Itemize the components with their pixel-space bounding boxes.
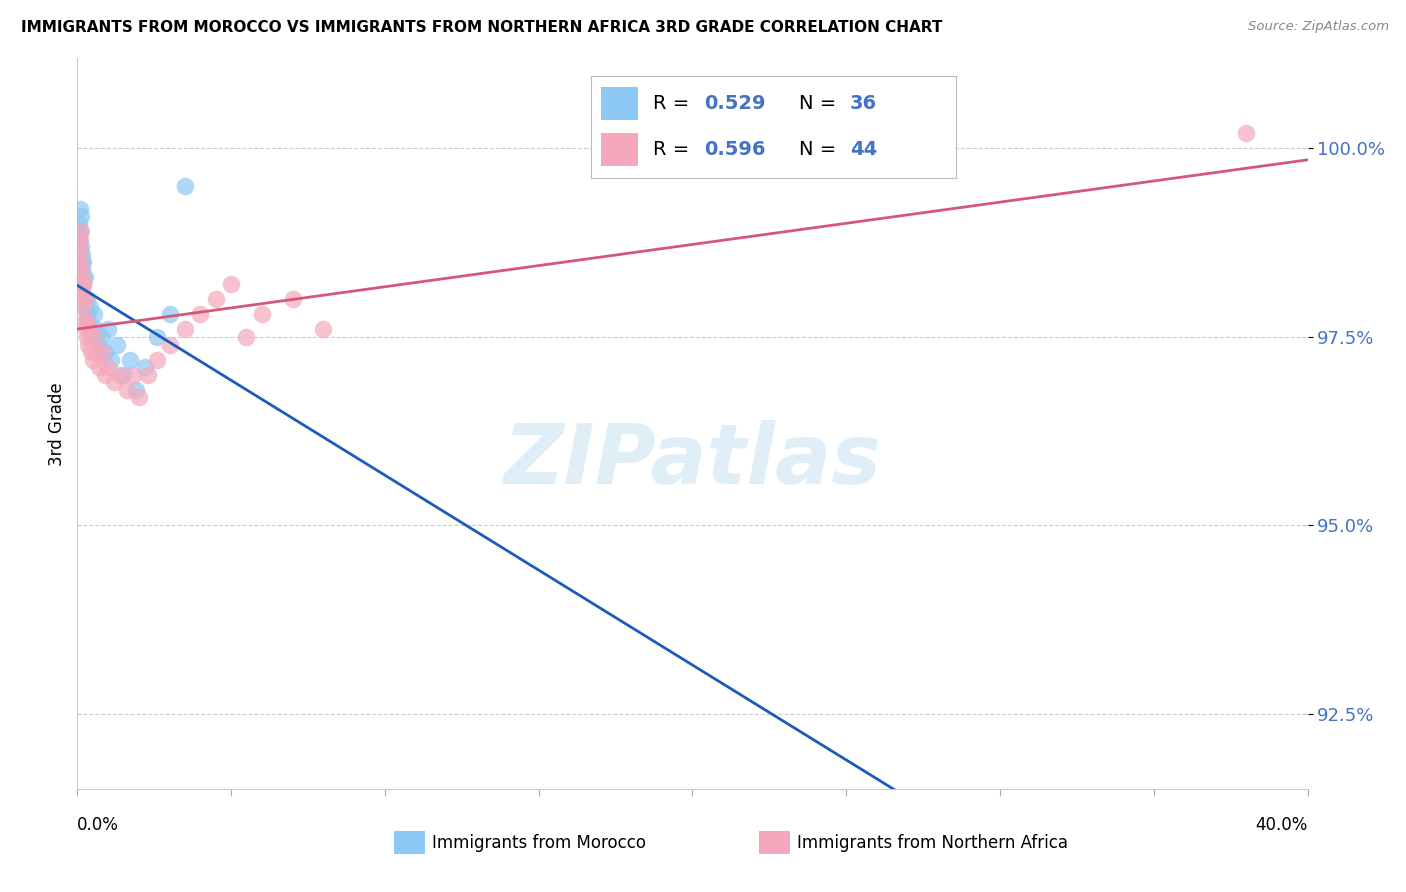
Point	[90, 330, 114, 344]
Point	[77, 337, 100, 351]
Point	[70, 277, 93, 292]
Point	[72, 300, 94, 314]
Point	[70, 247, 93, 261]
FancyBboxPatch shape	[602, 87, 638, 120]
Point	[100, 352, 122, 367]
Point	[70, 210, 93, 224]
Text: Immigrants from Morocco: Immigrants from Morocco	[432, 834, 645, 852]
Point	[112, 368, 135, 382]
Point	[159, 307, 181, 321]
Y-axis label: 3rd Grade: 3rd Grade	[48, 382, 66, 466]
Point	[76, 307, 98, 321]
Point	[80, 322, 103, 336]
Point	[80, 345, 103, 359]
Point	[94, 345, 117, 359]
Point	[67, 217, 90, 231]
Text: ZIPatlas: ZIPatlas	[503, 420, 882, 500]
Point	[70, 285, 93, 299]
Point	[70, 254, 93, 268]
Point	[174, 322, 197, 336]
Point	[134, 360, 156, 375]
Point	[79, 322, 101, 336]
Point	[69, 254, 91, 268]
Text: Immigrants from Northern Africa: Immigrants from Northern Africa	[797, 834, 1069, 852]
Point	[110, 368, 132, 382]
Point	[115, 383, 138, 397]
Point	[84, 345, 107, 359]
Point	[146, 330, 169, 344]
Text: 0.0%: 0.0%	[77, 816, 120, 834]
Point	[204, 293, 226, 307]
Point	[87, 360, 110, 375]
Point	[70, 239, 93, 253]
Point	[235, 330, 257, 344]
Point	[79, 300, 101, 314]
Text: IMMIGRANTS FROM MOROCCO VS IMMIGRANTS FROM NORTHERN AFRICA 3RD GRADE CORRELATION: IMMIGRANTS FROM MOROCCO VS IMMIGRANTS FR…	[21, 20, 942, 35]
Point	[73, 269, 96, 284]
Point	[73, 293, 96, 307]
Point	[121, 368, 143, 382]
Point	[83, 307, 105, 321]
Point	[75, 300, 97, 314]
Point	[69, 232, 91, 246]
Point	[188, 307, 212, 321]
Point	[82, 330, 104, 344]
Point	[82, 352, 104, 367]
Point	[125, 383, 148, 397]
Text: N =: N =	[799, 140, 842, 159]
Point	[118, 352, 141, 367]
Point	[70, 224, 93, 238]
Point	[97, 360, 120, 375]
Point	[97, 322, 120, 336]
Point	[312, 322, 335, 336]
Point	[128, 390, 150, 404]
Point	[70, 269, 93, 284]
Point	[69, 202, 91, 216]
Point	[146, 352, 169, 367]
Text: 0.596: 0.596	[704, 140, 765, 159]
Point	[72, 254, 94, 268]
Point	[76, 330, 98, 344]
Text: 44: 44	[851, 140, 877, 159]
Point	[77, 315, 100, 329]
Text: N =: N =	[799, 94, 842, 113]
Point	[67, 239, 90, 253]
Text: 36: 36	[851, 94, 877, 113]
FancyBboxPatch shape	[602, 133, 638, 166]
Text: Source: ZipAtlas.com: Source: ZipAtlas.com	[1249, 20, 1389, 33]
Point	[75, 322, 97, 336]
Point	[76, 315, 98, 329]
Point	[70, 262, 93, 277]
Point	[72, 277, 94, 292]
Point	[87, 337, 110, 351]
Point	[83, 330, 105, 344]
Point	[73, 315, 96, 329]
Point	[69, 247, 91, 261]
Point	[103, 376, 125, 390]
Point	[76, 293, 98, 307]
Point	[72, 277, 94, 292]
Point	[72, 269, 94, 284]
Point	[73, 293, 96, 307]
Text: R =: R =	[652, 94, 695, 113]
Point	[219, 277, 242, 292]
Point	[69, 224, 91, 238]
Point	[94, 368, 117, 382]
Text: R =: R =	[652, 140, 695, 159]
Point	[105, 337, 128, 351]
Point	[72, 293, 94, 307]
Text: 40.0%: 40.0%	[1256, 816, 1308, 834]
Text: 0.529: 0.529	[704, 94, 765, 113]
Point	[281, 293, 304, 307]
Point	[69, 232, 91, 246]
Point	[70, 262, 93, 277]
Point	[90, 345, 114, 359]
Point	[159, 337, 181, 351]
Point	[1234, 127, 1257, 141]
Point	[174, 179, 197, 194]
Point	[136, 368, 159, 382]
Point	[84, 322, 107, 336]
Point	[250, 307, 273, 321]
